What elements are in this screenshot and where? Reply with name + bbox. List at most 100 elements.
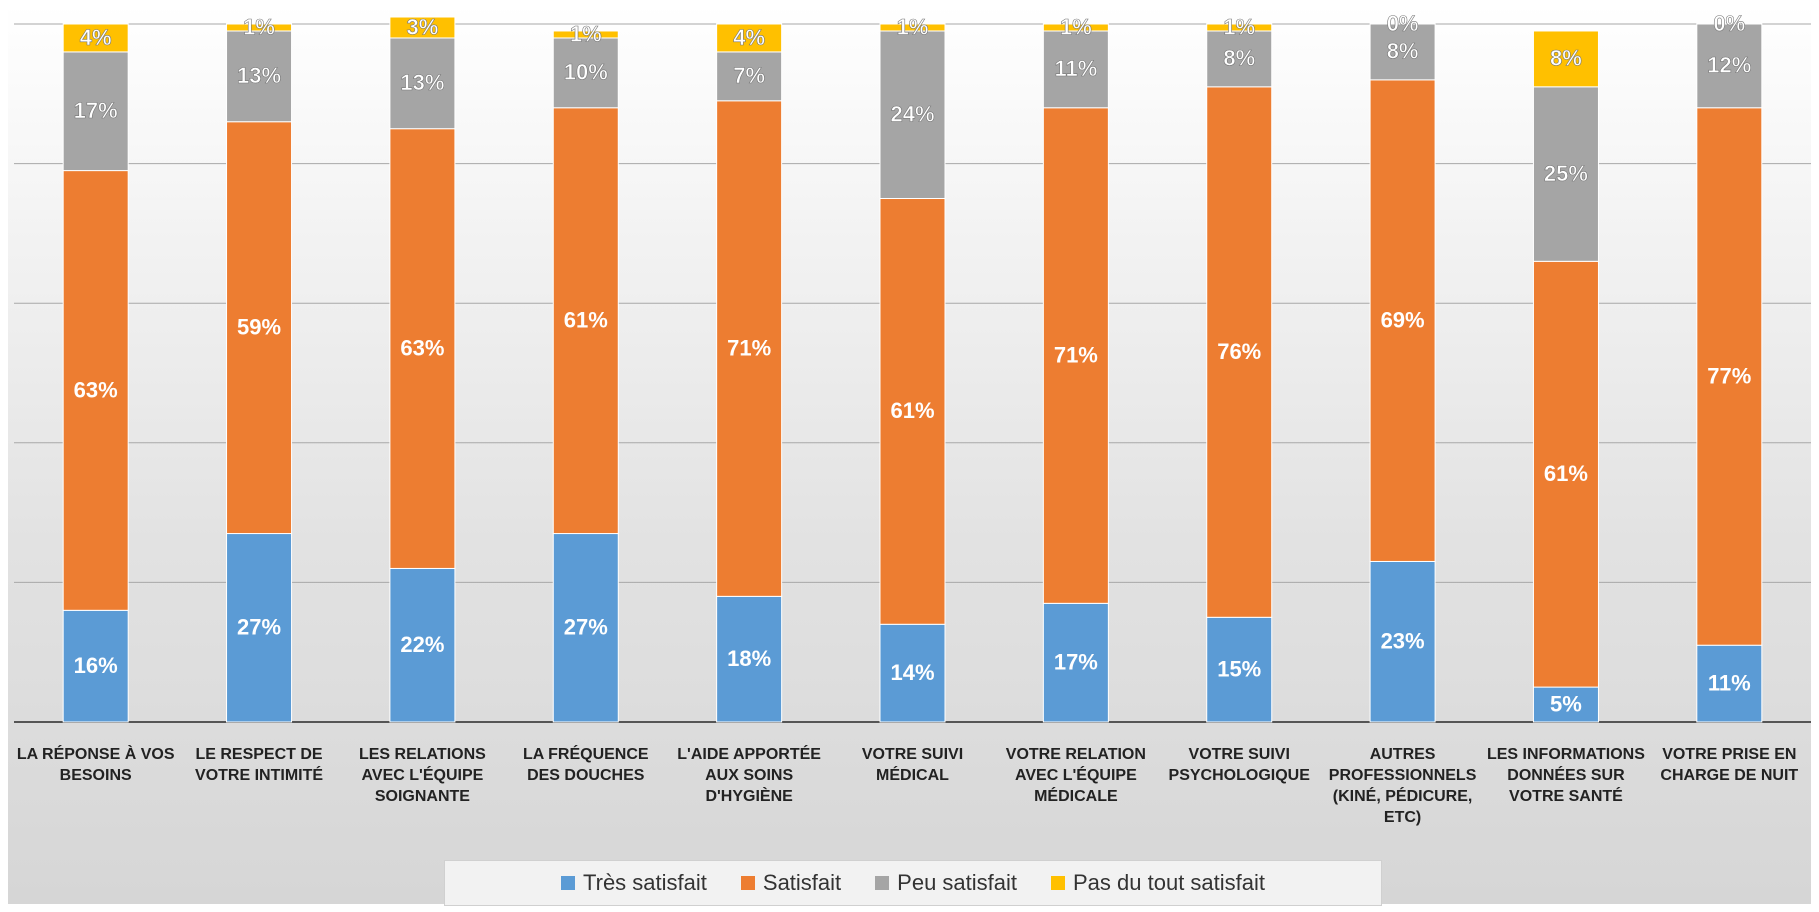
legend-label: Très satisfait: [583, 870, 707, 895]
bar-segment: [1532, 686, 1599, 723]
bar-segment: [389, 567, 456, 723]
bar-segment: [226, 121, 293, 535]
data-label: 1%: [897, 14, 929, 39]
legend-item: Peu satisfait: [875, 870, 1017, 896]
legend-label: Peu satisfait: [897, 870, 1017, 895]
data-label: 59%: [237, 314, 281, 339]
bar-segment: [389, 16, 456, 39]
bar-segment: [226, 23, 293, 32]
bar-segment: [389, 128, 456, 569]
bar-segment: [1042, 23, 1109, 32]
data-label: 18%: [727, 646, 771, 671]
data-label: 0%: [1387, 11, 1419, 36]
data-label: 69%: [1381, 307, 1425, 332]
x-tick-label: VOTRE SUIVI MÉDICAL: [861, 746, 964, 784]
data-label: 13%: [237, 63, 281, 88]
data-label: 1%: [1223, 14, 1255, 39]
data-label: 11%: [1054, 56, 1097, 81]
legend-label: Satisfait: [762, 870, 842, 895]
bar-segment: [1369, 23, 1436, 81]
bar-segment: [1369, 79, 1436, 562]
data-label: 25%: [1544, 161, 1588, 186]
x-tick-label: LES INFORMATIONS DONNÉES SUR VOTRE SANTÉ: [1486, 746, 1645, 805]
x-tick-label: VOTRE RELATION AVEC L'ÉQUIPE MÉDICALE: [1005, 746, 1146, 805]
bar-segment: [1532, 260, 1599, 688]
legend-item: Très satisfait: [561, 870, 707, 896]
data-label: 12%: [1707, 53, 1751, 78]
bar-segment: [226, 30, 293, 123]
bar-segment: [1206, 86, 1273, 618]
data-label: 1%: [570, 21, 602, 46]
data-label: 13%: [400, 70, 444, 95]
data-label: 4%: [733, 25, 765, 50]
data-label: 77%: [1707, 363, 1751, 388]
bar-segment: [1206, 616, 1273, 723]
chart: 16% 63% 17% 4% 27% 59% 13% 1% 22% 63% 13% 3% 27% 61% 1…: [8, 4, 1811, 906]
x-tick-label: LA RÉPONSE À VOS BESOINS: [16, 746, 175, 784]
data-label: 63%: [74, 377, 118, 402]
data-label: 23%: [1381, 629, 1425, 654]
data-label: 0%: [1713, 11, 1745, 36]
data-label: 4%: [80, 25, 112, 50]
bar-segment: [1369, 560, 1436, 723]
data-label: 61%: [564, 307, 608, 332]
bar-segment: [1532, 86, 1599, 262]
bar-segment: [552, 533, 619, 723]
legend-swatch: [561, 876, 575, 890]
legend: Très satisfait Satisfait Peu satisfait Pas …: [444, 860, 1382, 906]
bar-segment: [1696, 644, 1763, 723]
bar-segment: [716, 23, 783, 53]
bar-segment: [1532, 30, 1599, 88]
data-label: 61%: [1544, 461, 1588, 486]
x-tick-label: AUTRES PROFESSIONNELS (KINÉ, PÉDICURE, E…: [1328, 746, 1477, 826]
x-tick-label: LE RESPECT DE VOTRE INTIMITÉ: [195, 746, 324, 784]
data-label: 3%: [407, 14, 439, 39]
data-label: 17%: [1054, 649, 1098, 674]
bar-segment: [1042, 107, 1109, 604]
data-label: 27%: [237, 615, 281, 640]
data-label: 17%: [74, 98, 118, 123]
data-label: 7%: [733, 63, 765, 88]
bar-segment: [389, 37, 456, 130]
data-label: 5%: [1550, 691, 1582, 716]
x-tick-label: LA FRÉQUENCE DES DOUCHES: [522, 746, 649, 784]
data-label: 1%: [243, 14, 275, 39]
x-tick-label: L'AIDE APPORTÉE AUX SOINS D'HYGIÈNE: [677, 746, 821, 805]
bar-segment: [879, 23, 946, 32]
data-label: 22%: [400, 632, 444, 657]
data-label: 76%: [1217, 339, 1261, 364]
data-label: 61%: [890, 398, 934, 423]
bar-segment: [879, 198, 946, 625]
bar-segment: [62, 609, 129, 723]
bar-segment: [62, 170, 129, 611]
bar-segment: [1206, 23, 1273, 32]
bar-segment: [716, 51, 783, 102]
x-tick-label: VOTRE SUIVI PSYCHOLOGIQUE: [1168, 746, 1310, 784]
bar-segment: [716, 100, 783, 597]
legend-item: Pas du tout satisfait: [1051, 870, 1265, 896]
plot: 16% 63% 17% 4% 27% 59% 13% 1% 22% 63% 13% 3% 27% 61% 1…: [14, 11, 1811, 723]
bar-segment: [879, 623, 946, 723]
bar-segment: [552, 37, 619, 109]
legend-swatch: [740, 876, 755, 890]
bar-segment: [226, 533, 293, 723]
legend-swatch: [1051, 876, 1065, 890]
data-label: 1%: [1060, 14, 1092, 39]
data-label: 14%: [890, 660, 934, 685]
bar-segment: [1042, 602, 1109, 723]
data-label: 8%: [1387, 39, 1419, 64]
data-label: 8%: [1223, 46, 1255, 71]
bar-segment: [1696, 107, 1763, 646]
data-label: 71%: [727, 335, 771, 360]
legend-item: Satisfait: [740, 870, 842, 896]
data-label: 15%: [1217, 656, 1261, 681]
data-label: 63%: [400, 335, 444, 360]
legend-label: Pas du tout satisfait: [1073, 870, 1265, 895]
bar-segment: [552, 30, 619, 39]
legend-swatch: [875, 876, 890, 890]
bar-segment: [879, 30, 946, 200]
data-label: 71%: [1054, 342, 1098, 367]
bar-segment: [1696, 23, 1763, 109]
bar-segment: [62, 23, 129, 53]
bar-segment: [716, 595, 783, 723]
